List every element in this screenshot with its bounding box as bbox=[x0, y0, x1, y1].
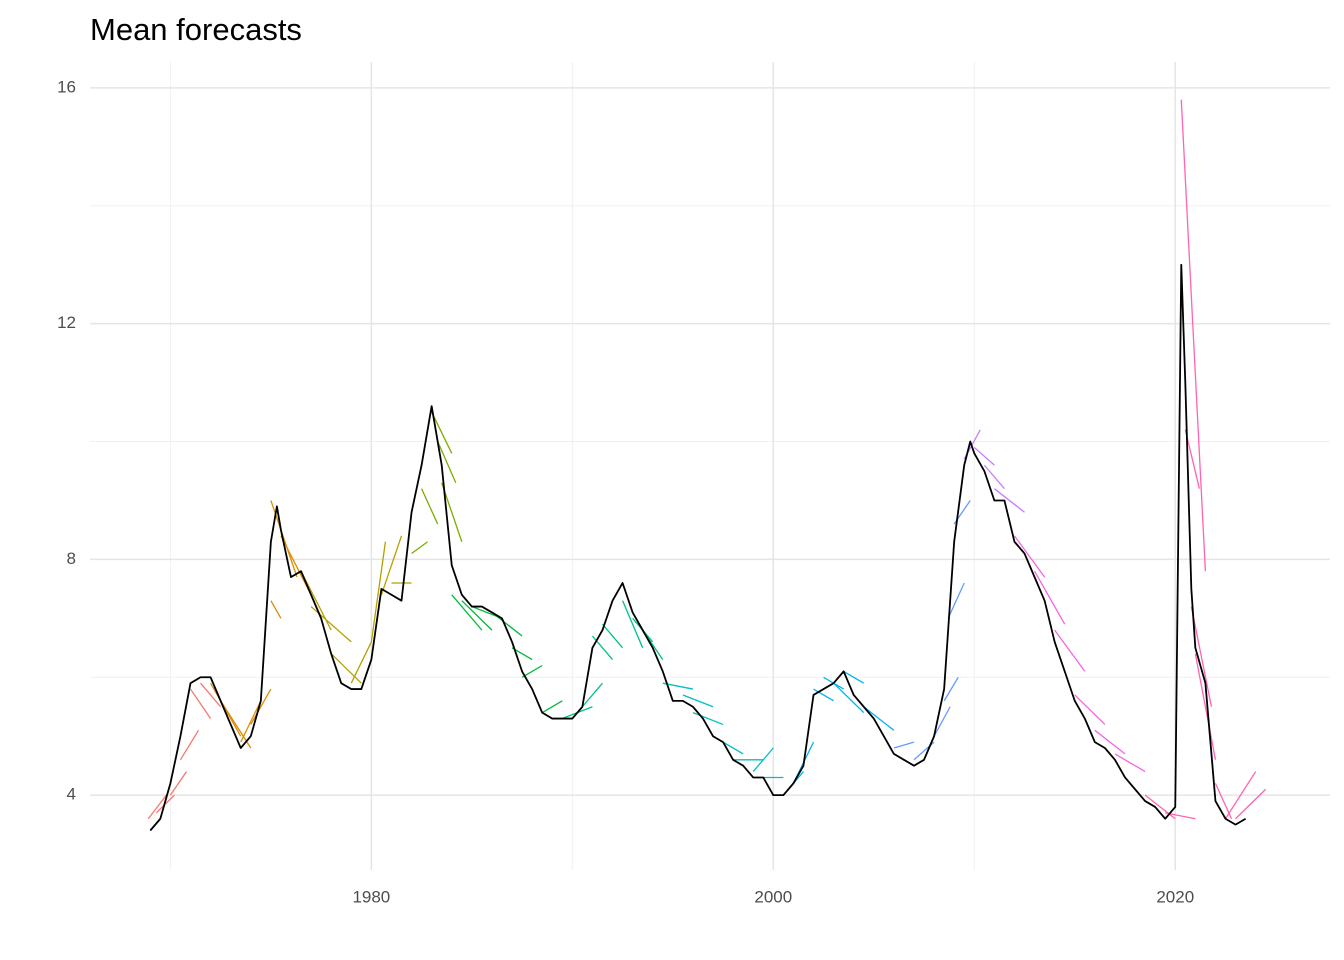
series-line bbox=[437, 441, 457, 484]
series-line bbox=[863, 706, 895, 731]
series-line bbox=[169, 771, 188, 796]
series-line bbox=[370, 541, 387, 643]
series-line bbox=[330, 653, 362, 684]
series-line bbox=[431, 411, 453, 454]
series-line bbox=[1054, 629, 1086, 672]
series-line bbox=[1144, 794, 1176, 820]
series-line bbox=[310, 606, 352, 643]
series-line bbox=[843, 670, 865, 684]
series-line bbox=[200, 682, 222, 708]
series-line bbox=[943, 676, 959, 702]
series-line bbox=[752, 747, 774, 773]
series-line bbox=[1235, 788, 1267, 820]
series-line bbox=[682, 694, 714, 708]
series-line bbox=[581, 682, 603, 708]
series-line bbox=[149, 263, 1247, 832]
series-line bbox=[250, 688, 272, 725]
series-line bbox=[189, 688, 212, 719]
series-line bbox=[461, 600, 493, 631]
y-tick-label: 4 bbox=[67, 785, 76, 804]
series-line bbox=[1190, 606, 1213, 707]
series-line bbox=[692, 712, 724, 726]
series-line bbox=[411, 541, 429, 555]
series-line bbox=[601, 623, 624, 649]
series-line bbox=[270, 500, 298, 578]
series-line bbox=[591, 635, 614, 661]
series-line bbox=[421, 488, 439, 525]
series-line bbox=[993, 488, 1025, 513]
x-tick-label: 2000 bbox=[754, 887, 792, 906]
series-line bbox=[380, 535, 403, 595]
y-tick-label: 8 bbox=[67, 549, 76, 568]
x-tick-label: 1980 bbox=[352, 887, 390, 906]
series-line bbox=[240, 700, 262, 743]
series-line bbox=[833, 682, 865, 714]
series-line bbox=[947, 582, 965, 619]
series-line bbox=[973, 446, 995, 466]
series-line bbox=[933, 706, 951, 737]
series-line bbox=[983, 464, 1005, 490]
series-line bbox=[1074, 694, 1106, 725]
series-line bbox=[350, 641, 372, 684]
series-line bbox=[541, 700, 563, 714]
series-line bbox=[621, 600, 644, 649]
series-line bbox=[1114, 753, 1146, 773]
chart-title: Mean forecasts bbox=[90, 12, 302, 47]
series-line bbox=[893, 741, 915, 749]
series-line bbox=[1180, 99, 1207, 572]
series-line bbox=[147, 794, 167, 820]
series-line bbox=[813, 688, 834, 702]
series-line bbox=[179, 729, 200, 761]
series-line bbox=[1094, 729, 1126, 755]
series-line bbox=[270, 600, 282, 619]
y-tick-label: 12 bbox=[57, 313, 76, 332]
series-line bbox=[1224, 771, 1257, 820]
series-line bbox=[521, 664, 543, 678]
series-line bbox=[451, 594, 483, 631]
series-line bbox=[1013, 535, 1046, 578]
x-tick-label: 2020 bbox=[1156, 887, 1194, 906]
series-line bbox=[1194, 653, 1217, 760]
series-line bbox=[220, 700, 252, 749]
series-line bbox=[1034, 570, 1066, 625]
y-tick-label: 16 bbox=[57, 77, 76, 96]
